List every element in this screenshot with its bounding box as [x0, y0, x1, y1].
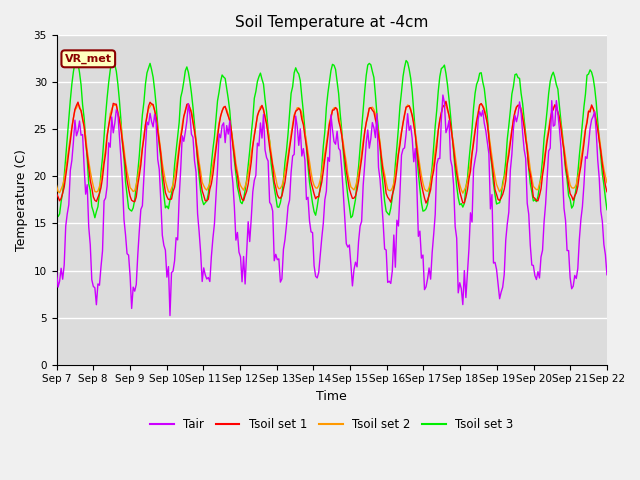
Title: Soil Temperature at -4cm: Soil Temperature at -4cm [235, 15, 428, 30]
Y-axis label: Temperature (C): Temperature (C) [15, 149, 28, 251]
Text: VR_met: VR_met [65, 54, 112, 64]
X-axis label: Time: Time [316, 390, 347, 403]
Legend: Tair, Tsoil set 1, Tsoil set 2, Tsoil set 3: Tair, Tsoil set 1, Tsoil set 2, Tsoil se… [145, 413, 518, 436]
